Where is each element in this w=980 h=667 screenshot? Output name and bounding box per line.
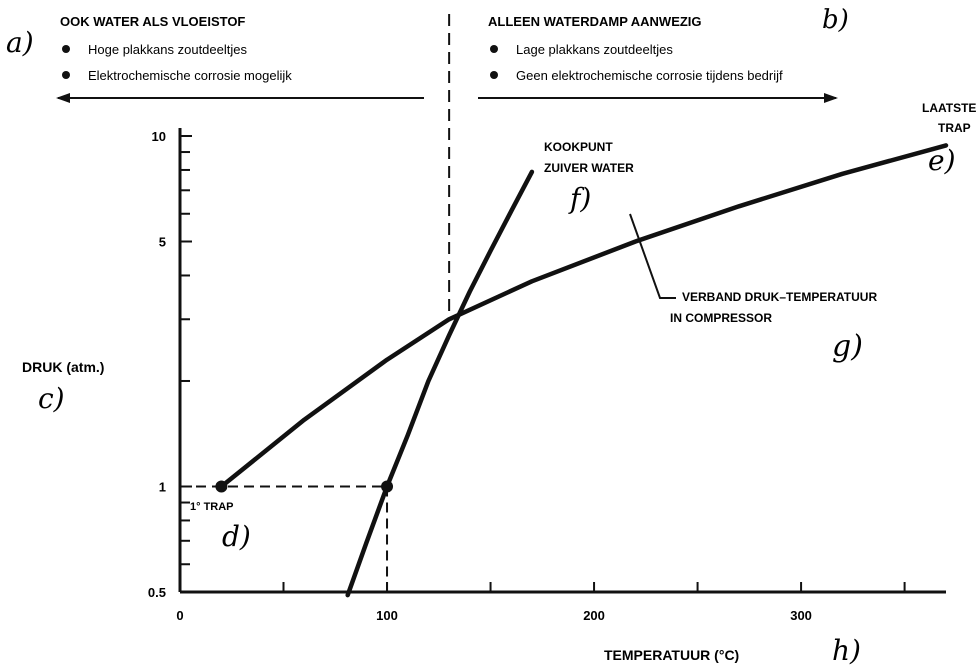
x-axis-title: TEMPERATUUR (°C) <box>604 647 739 663</box>
boiling-label-line2: ZUIVER WATER <box>544 161 634 175</box>
region-right-title: ALLEEN WATERDAMP AANWEZIG <box>488 14 702 29</box>
guide-layer <box>180 14 451 592</box>
region-right-bullet-1: Lage plakkans zoutdeeltjes <box>516 42 673 57</box>
point-label-first-stage: 1° TRAP <box>190 501 234 513</box>
tick-layer: 0 100 200 300 0.5 1 5 10 <box>148 129 906 623</box>
compressor-label-leader <box>629 213 676 299</box>
region-left-bullet-1: Hoge plakkans zoutdeeltjes <box>88 42 247 57</box>
compressor-label-line1: VERBAND DRUK–TEMPERATUUR <box>682 290 877 304</box>
compressor-label-line2: IN COMPRESSOR <box>670 311 772 325</box>
series-line-boiling <box>345 169 535 598</box>
annotation-g: g) <box>832 329 863 364</box>
annotation-h: h) <box>832 634 861 667</box>
end-label-line2: TRAP <box>938 121 971 135</box>
annotation-c: c) <box>38 382 65 415</box>
region-left-bullet-2: Elektrochemische corrosie mogelijk <box>88 68 292 83</box>
series-layer <box>219 143 949 598</box>
data-point <box>381 480 394 493</box>
y-tick-label: 5 <box>159 235 166 250</box>
y-tick-label: 1 <box>159 479 166 494</box>
region-left-title: OOK WATER ALS VLOEISTOF <box>60 14 245 29</box>
y-axis-title: DRUK (atm.) <box>22 359 104 375</box>
annotation-d: d) <box>222 520 251 553</box>
x-tick-label: 0 <box>176 608 183 623</box>
annotation-a: a) <box>6 26 34 59</box>
bullet-dot <box>62 45 70 53</box>
bullet-dot <box>490 45 498 53</box>
annotation-b: b) <box>822 5 849 35</box>
x-tick-label: 100 <box>376 608 398 623</box>
y-tick-label: 0.5 <box>148 585 166 600</box>
x-tick-label: 200 <box>583 608 605 623</box>
bullet-dot <box>62 71 70 79</box>
data-point <box>215 480 228 493</box>
end-label-line1: LAATSTE <box>922 101 976 115</box>
annotation-f: f) <box>568 182 591 215</box>
bullet-dot <box>490 71 498 79</box>
x-tick-label: 300 <box>790 608 812 623</box>
point-layer <box>215 480 394 493</box>
series-line-compressor <box>219 143 949 489</box>
y-tick-label: 10 <box>152 129 166 144</box>
boiling-label-line1: KOOKPUNT <box>544 140 613 154</box>
region-right-bullet-2: Geen elektrochemische corrosie tijdens b… <box>516 68 783 83</box>
